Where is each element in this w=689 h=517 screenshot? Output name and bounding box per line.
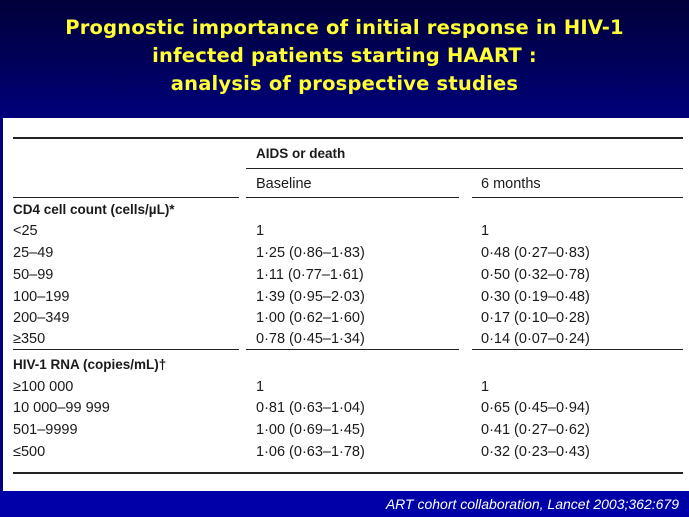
- section-rule-mid: [246, 349, 459, 350]
- cd4-row-label: 25–49: [13, 245, 54, 261]
- rna-row-label: ≥100 000: [13, 379, 74, 395]
- table-top-rule: [13, 137, 683, 139]
- cd4-row-baseline: 1: [256, 223, 265, 239]
- cd4-row-label: 200–349: [13, 310, 70, 326]
- rna-row-baseline: 1: [256, 379, 265, 395]
- slide-title: Prognostic importance of initial respons…: [0, 14, 689, 98]
- column-header-rule-left: [13, 197, 239, 198]
- cd4-row-label: 100–199: [13, 289, 70, 305]
- rna-row-label: 10 000–99 999: [13, 400, 110, 416]
- rna-row-baseline: 0·81 (0·63–1·04): [256, 400, 365, 416]
- cd4-row-baseline: 1·11 (0·77–1·61): [256, 267, 364, 283]
- cd4-row-6-months: 1: [481, 223, 490, 239]
- rna-row-6-months: 1: [481, 379, 490, 395]
- rna-row-label: ≤500: [13, 444, 46, 460]
- column-header-rule-mid: [246, 197, 459, 198]
- title-line-3: analysis of prospective studies: [170, 72, 519, 95]
- rna-row-baseline: 1·06 (0·63–1·78): [256, 444, 365, 460]
- rna-section-heading: HIV-1 RNA (copies/mL)†: [13, 357, 167, 372]
- cd4-row-label: <25: [13, 223, 38, 239]
- table-panel: AIDS or death Baseline 6 months CD4 cell…: [3, 118, 689, 491]
- rna-row-baseline: 1·00 (0·69–1·45): [256, 422, 365, 438]
- cd4-row-6-months: 0·30 (0·19–0·48): [481, 289, 590, 305]
- rna-row-label: 501–9999: [13, 422, 78, 438]
- section-rule-right: [472, 349, 683, 350]
- footer-band: ART cohort collaboration, Lancet 2003;36…: [0, 491, 689, 517]
- column-header-rule-right: [472, 197, 683, 198]
- rna-row-6-months: 0·32 (0·23–0·43): [481, 444, 590, 460]
- cd4-row-baseline: 0·78 (0·45–1·34): [256, 331, 365, 347]
- cd4-row-6-months: 0·50 (0·32–0·78): [481, 267, 590, 283]
- cd4-row-baseline: 1·39 (0·95–2·03): [256, 289, 365, 305]
- rna-row-6-months: 0·41 (0·27–0·62): [481, 422, 590, 438]
- table-bottom-rule: [13, 472, 683, 474]
- column-header-baseline: Baseline: [256, 176, 312, 192]
- citation: ART cohort collaboration, Lancet 2003;36…: [385, 496, 679, 512]
- cd4-section-heading: CD4 cell count (cells/µL)*: [13, 202, 175, 217]
- cd4-row-label: ≥350: [13, 331, 46, 347]
- rna-row-6-months: 0·65 (0·45–0·94): [481, 400, 590, 416]
- cd4-row-6-months: 0·17 (0·10–0·28): [481, 310, 590, 326]
- group-header-rule: [246, 168, 683, 169]
- title-band: [0, 0, 689, 118]
- cd4-row-baseline: 1·25 (0·86–1·83): [256, 245, 365, 261]
- column-header-6-months: 6 months: [481, 176, 541, 192]
- cd4-row-6-months: 0·14 (0·07–0·24): [481, 331, 590, 347]
- cd4-row-6-months: 0·48 (0·27–0·83): [481, 245, 590, 261]
- title-line-1: Prognostic importance of initial respons…: [65, 16, 624, 39]
- section-rule-left: [13, 349, 239, 350]
- cd4-row-baseline: 1·00 (0·62–1·60): [256, 310, 365, 326]
- group-header: AIDS or death: [256, 146, 346, 161]
- cd4-row-label: 50–99: [13, 267, 54, 283]
- title-line-2: infected patients starting HAART :: [152, 44, 537, 67]
